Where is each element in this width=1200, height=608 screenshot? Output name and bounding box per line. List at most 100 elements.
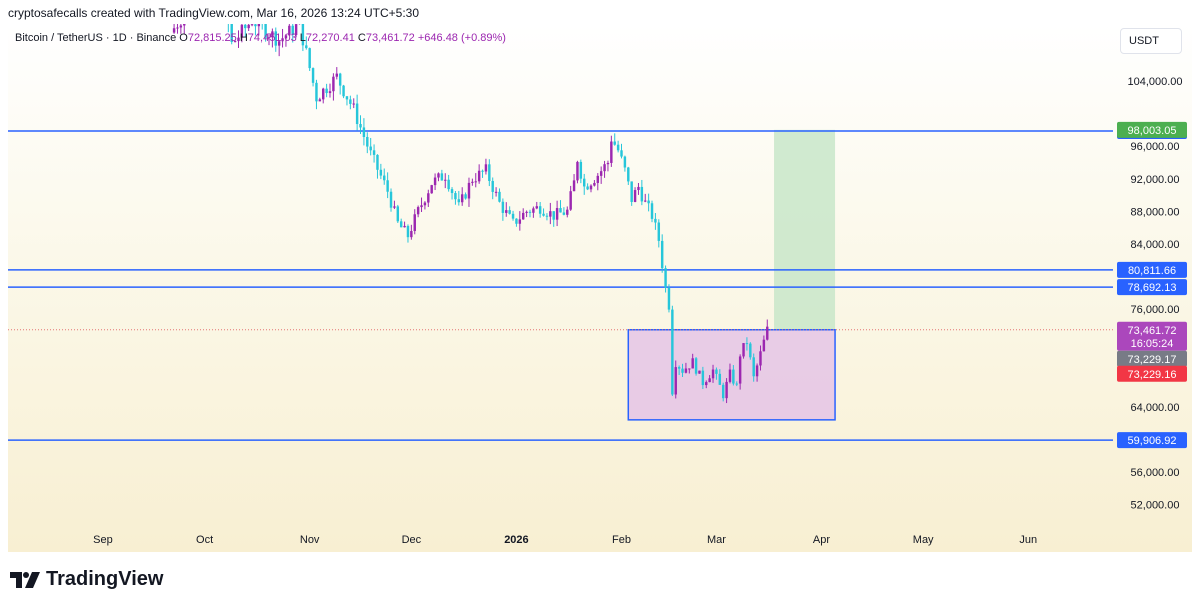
candle-body — [328, 91, 332, 94]
candle-body — [559, 208, 562, 213]
candle-body — [389, 191, 393, 208]
price-chart[interactable]: 104,000.00 96,000.00 92,000.00 88,000.00 84,… — [8, 24, 1192, 552]
candle-body — [274, 31, 277, 46]
candle-body — [372, 150, 376, 155]
candle-body — [450, 189, 454, 194]
candle-body — [440, 173, 444, 181]
candle-body — [359, 124, 362, 128]
candle-body — [403, 225, 406, 228]
candle-body — [613, 141, 616, 145]
candle-body — [176, 27, 179, 29]
candle-body — [366, 136, 369, 147]
brand-logo[interactable]: TradingView — [10, 568, 163, 591]
candle-body — [525, 211, 528, 213]
candle-body — [742, 343, 745, 357]
candle-body — [488, 164, 491, 181]
candle-body — [616, 144, 620, 151]
candle-body — [308, 48, 311, 69]
candle-body — [511, 213, 515, 219]
target-zone[interactable] — [774, 129, 836, 330]
candle-body — [369, 146, 372, 151]
candle-body — [691, 358, 694, 369]
candle-body — [477, 170, 481, 182]
price-badge-1: 73,461.72 — [1128, 325, 1177, 337]
candle-body — [305, 45, 308, 49]
candle-body — [484, 164, 488, 172]
open-value: 72,815.25 — [187, 32, 237, 44]
candle-body — [555, 208, 559, 220]
candle-body — [179, 25, 183, 28]
candle-body — [420, 205, 423, 208]
candle-body — [735, 383, 738, 385]
chart-caption: cryptosafecalls created with TradingView… — [8, 6, 419, 20]
candle-body — [467, 182, 471, 199]
candle-body — [315, 82, 318, 102]
candle-body — [301, 24, 305, 46]
level-badge-2: 78,692.13 — [1128, 282, 1177, 294]
x-tick-label: Feb — [612, 534, 631, 546]
candle-body — [684, 368, 688, 373]
candle-body — [667, 287, 671, 310]
candle-body — [460, 194, 464, 203]
candle-body — [711, 369, 715, 379]
candle-body — [599, 171, 603, 176]
candle-body — [410, 230, 413, 238]
range-box[interactable] — [627, 329, 836, 421]
candle-body — [762, 339, 766, 352]
y-tick-label: 64,000.00 — [1131, 402, 1180, 414]
candle-body — [433, 177, 437, 186]
candle-body — [447, 179, 450, 190]
candle-body — [183, 24, 186, 26]
candle-body — [267, 37, 271, 39]
candle-body — [698, 370, 701, 374]
candle-body — [413, 214, 416, 231]
candle-body — [291, 25, 294, 36]
brand-name: TradingView — [46, 568, 164, 590]
y-tick-label: 84,000.00 — [1131, 239, 1180, 251]
countdown-timer: 16:05:24 — [1131, 338, 1174, 350]
chart-area[interactable]: 104,000.00 96,000.00 92,000.00 88,000.00 84,… — [8, 24, 1192, 552]
price-badge-0-bg — [1117, 121, 1187, 138]
high-key: H — [239, 32, 248, 44]
close-value: 73,461.72 — [365, 32, 415, 44]
candle-body — [437, 173, 440, 178]
candle-body — [671, 309, 674, 395]
candle-body — [688, 368, 691, 370]
candle-body — [505, 210, 508, 213]
candle-body — [264, 24, 267, 38]
candle-body — [311, 68, 315, 83]
symbol-name[interactable]: Bitcoin / TetherUS · 1D · Binance — [15, 32, 177, 44]
level-badge-3: 59,906.92 — [1128, 435, 1177, 447]
candle-body — [396, 206, 400, 222]
candle-body — [342, 85, 345, 97]
candle-body — [681, 368, 684, 373]
candle-body — [271, 31, 274, 38]
candle-body — [644, 200, 647, 202]
candle-body — [498, 191, 501, 202]
level-badge-2-bg — [1117, 279, 1187, 296]
candle-body — [606, 162, 610, 165]
candle-body — [562, 212, 566, 215]
candle-body — [172, 28, 176, 33]
candle-body — [566, 209, 569, 215]
candle-body — [281, 38, 284, 42]
candle-body — [250, 24, 254, 26]
candle-body — [721, 384, 725, 399]
candle-body — [630, 181, 633, 202]
candle-body — [749, 343, 752, 358]
candle-body — [664, 268, 667, 288]
candle-body — [766, 326, 769, 340]
x-tick-label: Jun — [1019, 534, 1037, 546]
candle-body — [393, 206, 396, 208]
x-tick-label: Apr — [813, 534, 830, 546]
y-tick-label: 52,000.00 — [1131, 500, 1180, 512]
candle-body — [627, 167, 630, 182]
price-change: +646.48 (+0.89%) — [417, 32, 506, 44]
candle-body — [579, 161, 583, 179]
candle-body — [454, 193, 457, 200]
currency-button[interactable]: USDT — [1120, 28, 1182, 54]
x-tick-label: Dec — [402, 534, 422, 546]
close-key: C — [357, 32, 366, 44]
candle-body — [572, 180, 576, 192]
tradingview-logo-icon — [10, 571, 40, 588]
